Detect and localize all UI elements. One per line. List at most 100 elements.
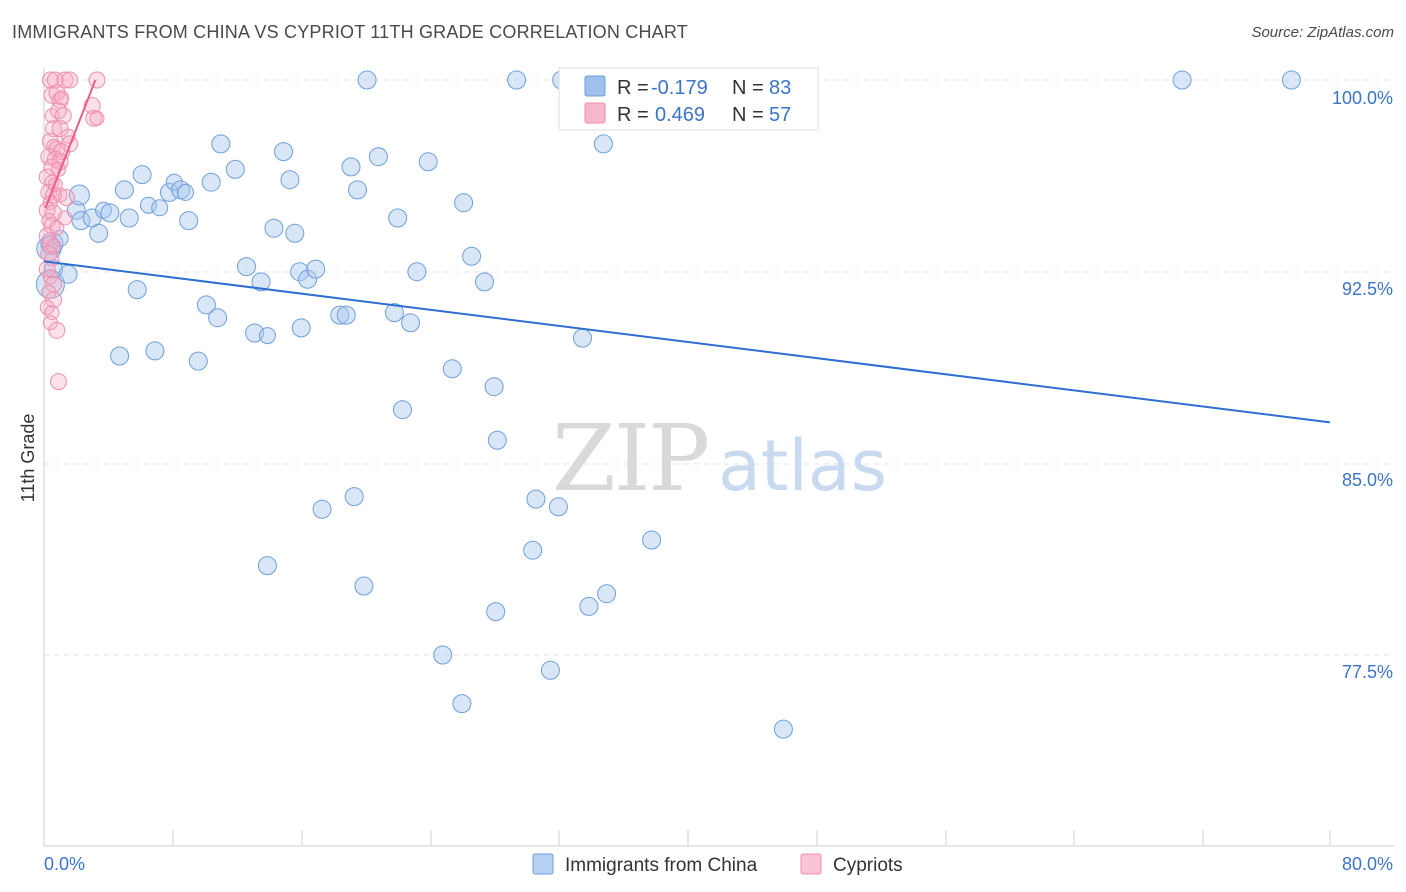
china-data-point xyxy=(526,489,546,509)
china-data-point xyxy=(642,530,662,550)
cypriot-data-point xyxy=(56,71,74,89)
cypriot-data-point xyxy=(45,291,63,309)
chart-title: IMMIGRANTS FROM CHINA VS CYPRIOT 11TH GR… xyxy=(12,22,688,42)
china-data-point xyxy=(95,201,112,219)
china-data-point xyxy=(1172,70,1192,90)
cypriot-data-point xyxy=(45,275,63,293)
series-china-points xyxy=(35,70,1301,739)
china-data-point xyxy=(418,152,438,172)
china-data-point xyxy=(454,193,474,213)
china-data-point xyxy=(579,596,599,616)
y-tick-label: 92.5% xyxy=(1342,279,1393,299)
china-data-point xyxy=(306,259,326,279)
y-tick-label: 77.5% xyxy=(1342,662,1393,682)
y-tick-label: 85.0% xyxy=(1342,470,1393,490)
china-data-point xyxy=(257,556,277,576)
china-data-point xyxy=(341,157,361,177)
legend-n-label-cypriots: N = xyxy=(732,104,769,126)
cypriot-data-point xyxy=(88,71,106,89)
cypriot-data-point xyxy=(89,110,105,126)
watermark-zip: ZIP xyxy=(552,405,708,512)
china-data-point xyxy=(127,280,147,300)
china-data-point xyxy=(100,203,120,223)
cypriot-data-point xyxy=(85,109,103,127)
china-data-point xyxy=(401,313,420,333)
china-data-point xyxy=(1281,70,1301,90)
china-data-point xyxy=(258,327,276,345)
china-data-point xyxy=(251,272,271,292)
china-data-point xyxy=(330,305,350,325)
china-data-point xyxy=(177,183,194,201)
china-data-point xyxy=(201,172,221,192)
china-data-point xyxy=(58,264,78,284)
china-data-point xyxy=(274,142,293,162)
china-data-point xyxy=(151,199,169,217)
cypriot-data-point xyxy=(48,321,66,339)
bottom-legend-label-cypriots: Cypriots xyxy=(833,855,903,876)
legend-swatch-cypriots xyxy=(584,102,606,124)
china-data-point xyxy=(290,262,310,282)
cypriot-trend-line xyxy=(44,79,97,209)
china-data-point xyxy=(523,540,543,560)
bottom-legend: Immigrants from China Cypriots xyxy=(532,853,903,876)
china-data-point xyxy=(773,719,793,739)
china-data-point xyxy=(336,305,356,325)
x-tick-label-max: 80.0% xyxy=(1342,854,1393,874)
china-data-point xyxy=(66,200,86,220)
china-data-point xyxy=(285,223,305,243)
cypriot-data-point xyxy=(54,107,72,125)
china-data-point xyxy=(291,318,311,338)
china-data-point xyxy=(196,295,216,315)
bottom-legend-swatch-cypriots xyxy=(800,853,822,875)
stats-legend: R = -0.179 N = 83 R = 0.469 N = 57 xyxy=(558,67,819,131)
china-data-point xyxy=(312,499,332,519)
legend-n-value-cypriots: 57 xyxy=(769,104,791,126)
china-data-point xyxy=(368,147,388,167)
legend-swatch-china xyxy=(584,75,606,97)
china-data-point xyxy=(110,346,130,366)
cypriot-data-point xyxy=(45,120,63,138)
china-data-point xyxy=(393,400,412,420)
china-data-point xyxy=(89,223,109,243)
china-data-point xyxy=(132,165,152,185)
china-data-point xyxy=(507,70,527,90)
china-data-point xyxy=(487,430,507,450)
cypriot-data-point xyxy=(51,120,69,138)
china-data-point xyxy=(548,497,568,517)
china-data-point xyxy=(573,328,592,348)
x-tick-labels: 0.0% 80.0% xyxy=(44,854,1393,874)
china-data-point xyxy=(298,269,318,289)
china-data-point xyxy=(462,246,482,266)
watermark: ZIP atlas xyxy=(552,405,887,512)
bottom-legend-swatch-china xyxy=(532,853,554,875)
china-data-point xyxy=(344,487,364,507)
china-data-point xyxy=(159,182,179,202)
china-data-point xyxy=(245,323,265,343)
china-data-point xyxy=(433,645,453,665)
x-tick-label-min: 0.0% xyxy=(44,854,85,874)
china-data-point xyxy=(486,602,506,622)
y-tick-labels: 100.0% 92.5% 85.0% 77.5% xyxy=(1332,88,1393,682)
china-data-point xyxy=(280,170,300,190)
china-data-point xyxy=(593,134,613,154)
y-tick-label: 100.0% xyxy=(1332,88,1393,108)
y-axis-label: 11th Grade xyxy=(18,414,38,503)
cypriot-data-point xyxy=(57,210,73,226)
china-data-point xyxy=(188,351,208,371)
gridlines xyxy=(44,79,1394,656)
china-data-point xyxy=(357,70,377,90)
china-data-point xyxy=(71,211,91,231)
cypriot-data-point xyxy=(54,90,70,106)
china-data-point xyxy=(264,218,284,238)
china-data-point xyxy=(442,359,462,379)
china-data-point xyxy=(384,303,404,323)
china-data-point xyxy=(407,262,427,282)
china-data-point xyxy=(484,377,504,397)
china-data-point xyxy=(114,180,134,200)
china-data-point xyxy=(208,308,228,328)
china-data-point xyxy=(348,180,367,200)
china-data-point xyxy=(225,159,245,179)
china-trend-line xyxy=(43,260,1331,424)
china-data-point xyxy=(388,208,408,228)
